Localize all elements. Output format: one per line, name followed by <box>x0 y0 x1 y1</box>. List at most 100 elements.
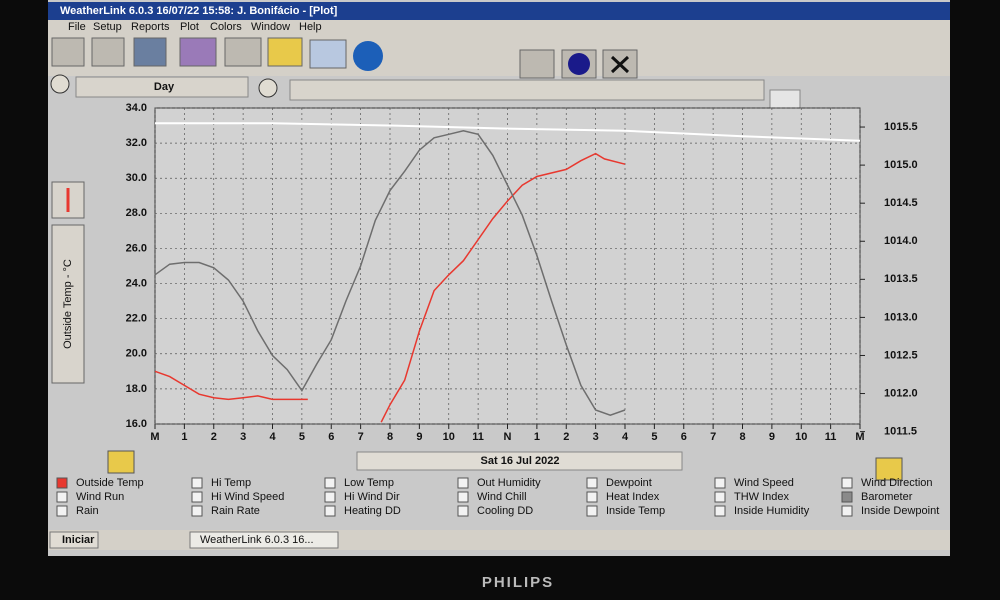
checkbox[interactable] <box>56 491 68 503</box>
tool-button[interactable] <box>353 41 383 71</box>
series-line <box>154 130 626 416</box>
legend-entry: Rain Rate <box>211 505 260 517</box>
print-button[interactable] <box>519 49 555 79</box>
checkbox[interactable] <box>324 491 336 503</box>
legend-entry: Dewpoint <box>606 477 652 489</box>
menu-item[interactable]: Window <box>251 21 290 33</box>
legend-entry: Outside Temp <box>76 477 144 489</box>
legend-entry: Rain <box>76 505 99 517</box>
start-label: Iniciar <box>62 534 95 546</box>
checkbox[interactable] <box>586 491 598 503</box>
lock-left[interactable] <box>107 450 135 474</box>
y-tick-label: 34.0 <box>126 102 147 114</box>
menu-item[interactable]: Colors <box>210 21 242 33</box>
tool-button[interactable] <box>133 37 167 67</box>
legend-entry: Wind Chill <box>477 491 527 503</box>
start-button[interactable] <box>49 531 99 549</box>
legend-entry: Wind Speed <box>734 477 794 489</box>
checkbox[interactable] <box>457 491 469 503</box>
legend-entry: Heating DD <box>344 505 401 517</box>
checkbox[interactable] <box>56 477 68 489</box>
x-tick-label: 9 <box>769 431 775 443</box>
menu-item[interactable]: Setup <box>93 21 122 33</box>
y-label-box <box>51 224 85 384</box>
close-icon <box>610 55 630 74</box>
toolbar-buttons <box>51 37 638 79</box>
menu-item[interactable]: Plot <box>180 21 199 33</box>
checkbox[interactable] <box>457 505 469 517</box>
checkbox[interactable] <box>191 491 203 503</box>
zoom-out[interactable] <box>258 78 278 98</box>
x-tick-label: 7 <box>710 431 716 443</box>
checkbox[interactable] <box>324 505 336 517</box>
x-tick-label: 1 <box>181 431 187 443</box>
checkbox[interactable] <box>714 505 726 517</box>
y2-tick-label: 1012.5 <box>884 349 918 361</box>
y-tick-label: 30.0 <box>126 172 147 184</box>
plot: M 1 2 3 4 5 6 7 8 9 10 11 N 1 2 3 4 5 6 7 8 9 10 11 M16.018.020.… <box>126 102 918 443</box>
x-tick-label: M <box>855 431 864 443</box>
x-tick-label: 10 <box>795 431 807 443</box>
x-tick-label: 4 <box>622 431 629 443</box>
legend-entry: Low Temp <box>344 477 394 489</box>
plot-area <box>154 107 861 425</box>
x-tick-label: 5 <box>299 431 305 443</box>
legend-entry: Wind Run <box>76 491 124 503</box>
task-button[interactable] <box>189 531 339 549</box>
x-tick-label: 3 <box>240 431 246 443</box>
taskbar <box>48 530 950 550</box>
date-bar <box>356 451 683 471</box>
checkbox[interactable] <box>324 477 336 489</box>
checkbox[interactable] <box>714 491 726 503</box>
x-tick-label: 2 <box>211 431 217 443</box>
checkbox[interactable] <box>191 477 203 489</box>
legend: Outside Temp Hi Temp Low Temp Out Humidity D… <box>56 477 939 517</box>
legend-entry: THW Index <box>734 491 790 503</box>
legend-entry: Cooling DD <box>477 505 533 517</box>
lock-right[interactable] <box>875 457 903 481</box>
checkbox[interactable] <box>586 477 598 489</box>
y2-tick-label: 1015.5 <box>884 121 918 133</box>
x-tick-label: 8 <box>387 431 393 443</box>
checkbox[interactable] <box>841 505 853 517</box>
checkbox[interactable] <box>191 505 203 517</box>
checkbox[interactable] <box>841 491 853 503</box>
window-title: WeatherLink 6.0.3 16/07/22 15:58: J. Bon… <box>60 5 338 17</box>
legend-entry: Hi Wind Speed <box>211 491 284 503</box>
x-tick-label: 11 <box>825 431 837 443</box>
x-tick-label: 1 <box>534 431 540 443</box>
scroll-bar[interactable] <box>289 79 765 101</box>
menu: File Setup Reports Plot Colors Window Help <box>68 21 322 33</box>
y-tick-label: 18.0 <box>126 383 147 395</box>
tool-button[interactable] <box>309 39 347 69</box>
checkbox[interactable] <box>841 477 853 489</box>
checkbox[interactable] <box>56 505 68 517</box>
y2-tick-label: 1014.5 <box>884 197 918 209</box>
tool-button[interactable] <box>91 37 125 67</box>
checkbox[interactable] <box>586 505 598 517</box>
tool-button[interactable] <box>51 37 85 67</box>
x-tick-label: 9 <box>416 431 422 443</box>
legend-entry: Out Humidity <box>477 477 541 489</box>
x-tick-label: 7 <box>358 431 364 443</box>
help-icon <box>568 53 590 75</box>
checkbox[interactable] <box>714 477 726 489</box>
y-tick-label: 16.0 <box>126 418 147 430</box>
span-box[interactable] <box>75 76 249 98</box>
tool-button[interactable] <box>224 37 262 67</box>
tool-button[interactable] <box>179 37 217 67</box>
x-tick-label: 5 <box>651 431 657 443</box>
menu-item[interactable]: File <box>68 21 86 33</box>
menu-item[interactable]: Reports <box>131 21 170 33</box>
zoom-in[interactable] <box>50 74 70 94</box>
menu-item[interactable]: Help <box>299 21 322 33</box>
tool-button[interactable] <box>267 37 303 67</box>
span-label: Day <box>154 81 175 93</box>
checkbox[interactable] <box>457 477 469 489</box>
y-tick-label: 26.0 <box>126 242 147 254</box>
x-tick-label: 2 <box>563 431 569 443</box>
legend-entry: Inside Dewpoint <box>861 505 939 517</box>
series-line <box>155 122 861 142</box>
title-bar <box>48 2 950 20</box>
x-tick-label: 6 <box>328 431 334 443</box>
